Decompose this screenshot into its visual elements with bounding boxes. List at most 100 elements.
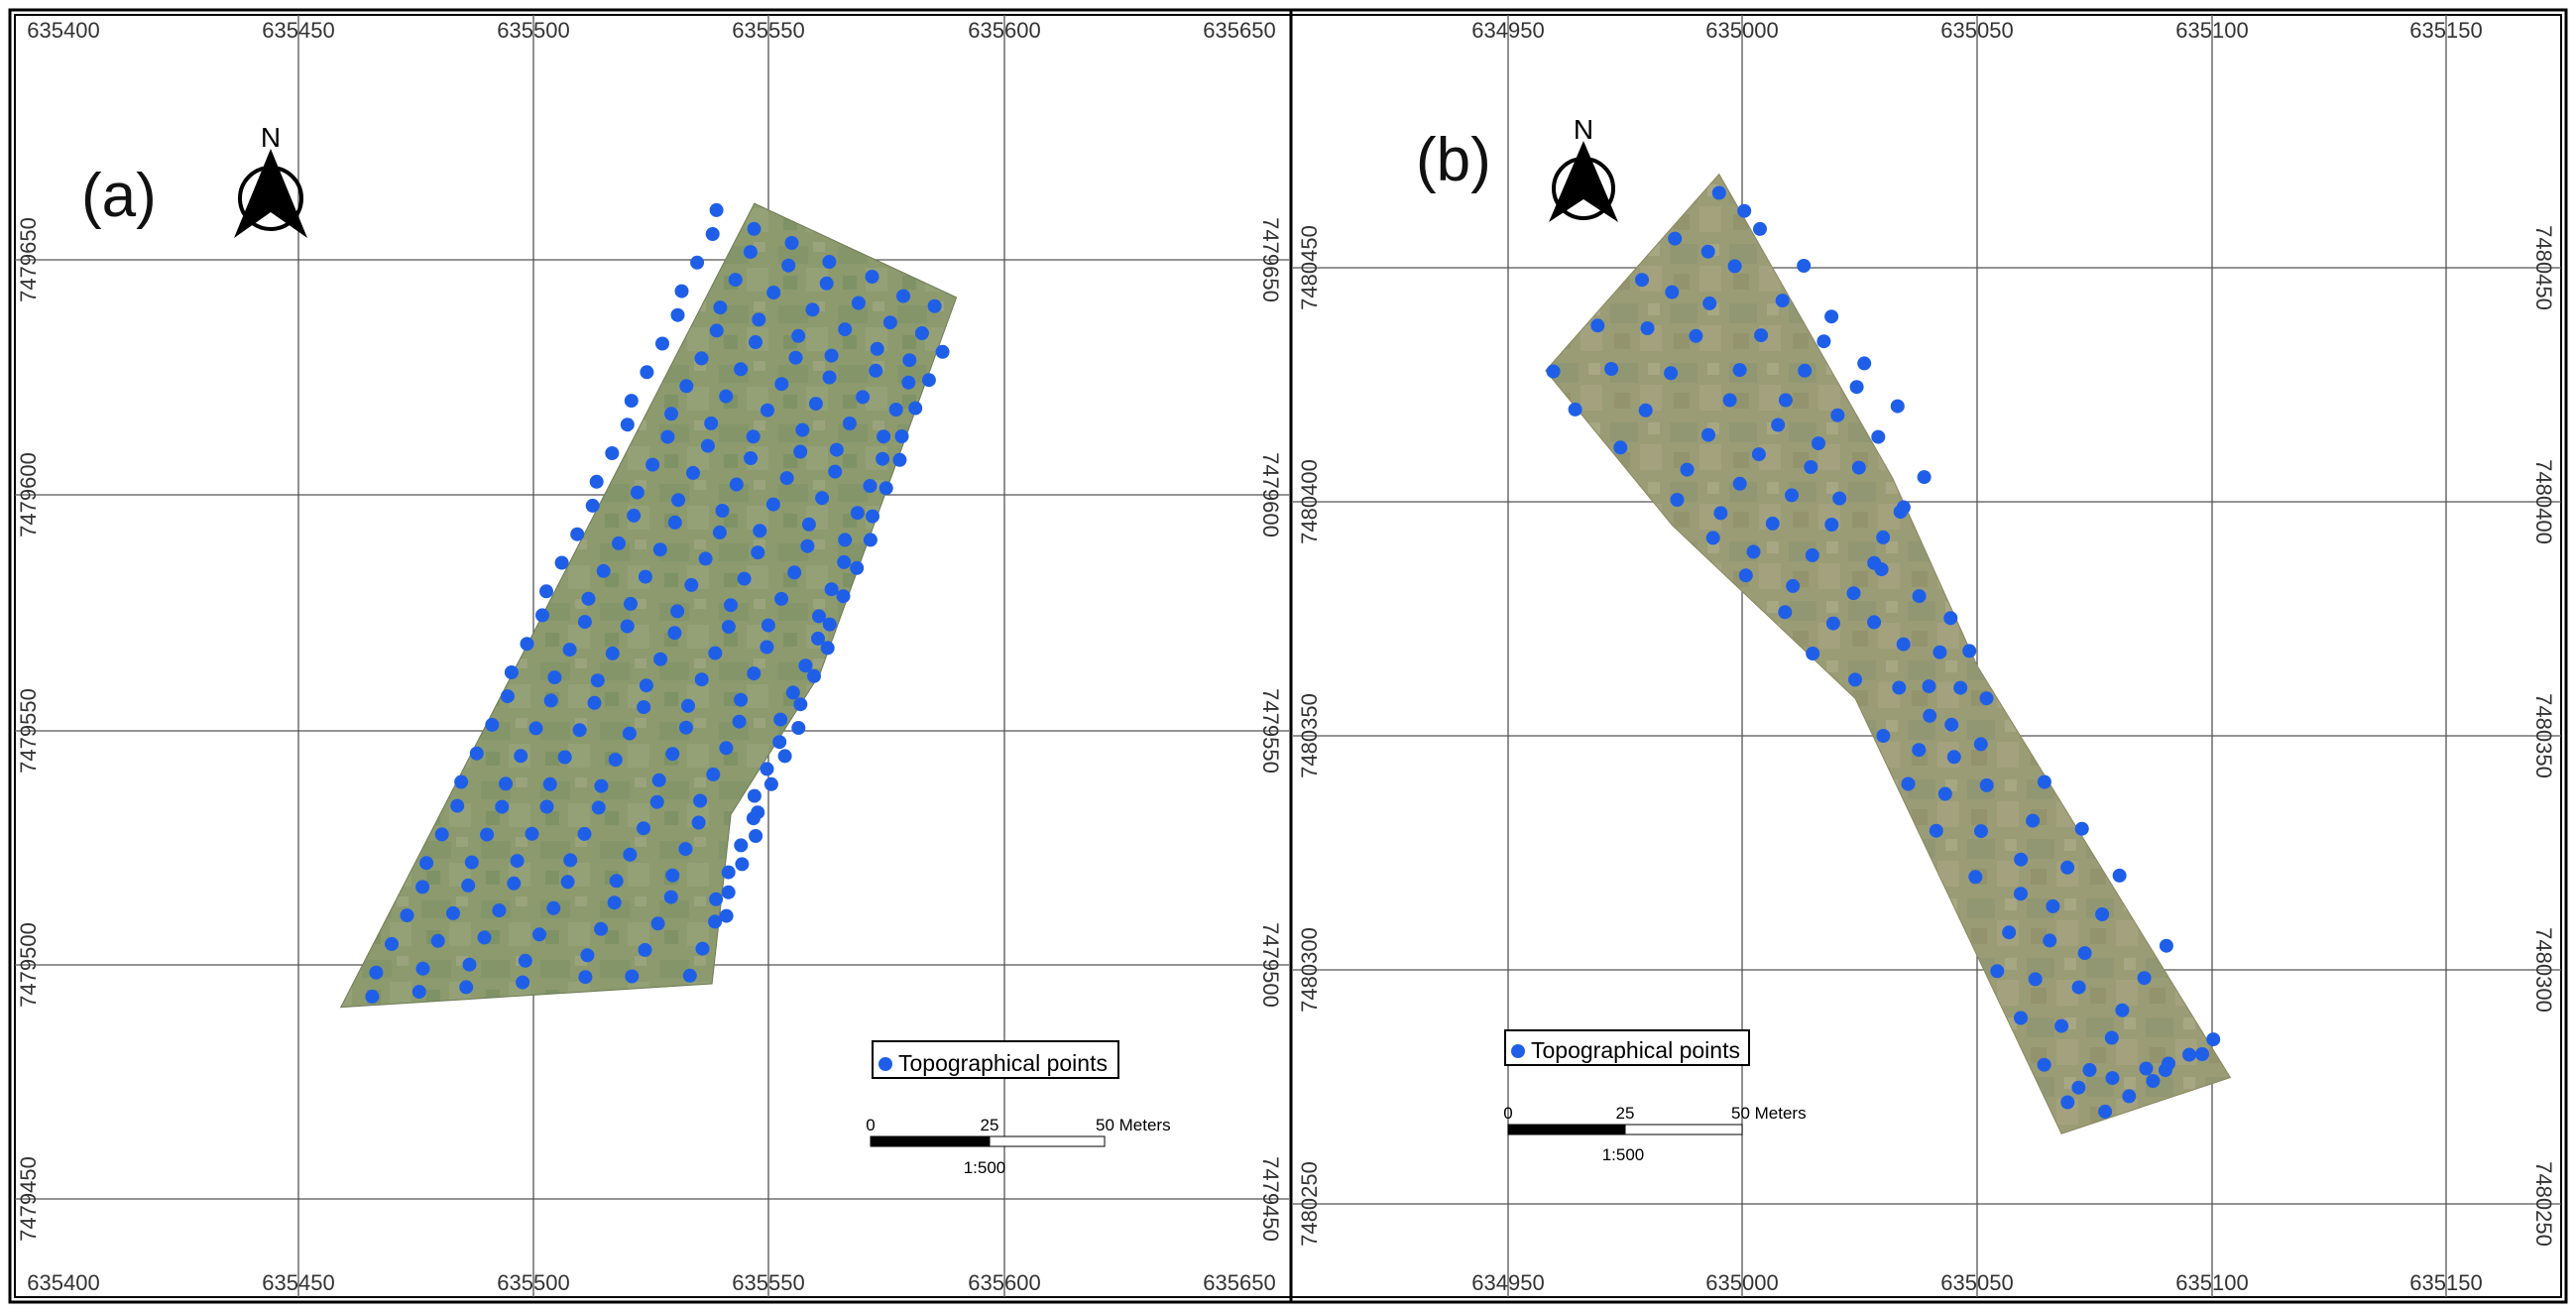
panel-a-x-ticks-top: 635400 635450 635500 635550 635600 63565…: [27, 18, 1275, 43]
topo-point: [836, 589, 851, 604]
topo-point: [2060, 1095, 2075, 1110]
topo-point: [578, 970, 593, 985]
topo-point: [1689, 328, 1703, 343]
topo-point: [1732, 476, 1747, 491]
topo-point: [1912, 743, 1927, 758]
tick-b-yr3: 7480300: [2531, 927, 2556, 1013]
panel-b-x-ticks-bottom: 634950 635000 635050 635100 635150: [1471, 1270, 2482, 1295]
topo-point: [709, 323, 724, 338]
topo-point: [901, 375, 916, 390]
panel-a: 635400 635450 635500 635550 635600 63565…: [15, 15, 1289, 1297]
topo-point: [670, 604, 685, 619]
tick-a-y4: 7479450: [16, 1156, 41, 1242]
topo-point: [1824, 309, 1839, 324]
topo-point: [1546, 364, 1561, 379]
topo-point: [773, 712, 788, 727]
topo-point: [1890, 399, 1905, 414]
topo-point: [704, 416, 719, 430]
topo-point: [690, 255, 705, 270]
topo-point: [1805, 547, 1819, 562]
topo-point: [1832, 491, 1847, 506]
tick-a-xb0: 635400: [27, 1270, 99, 1295]
tick-a-x2: 635500: [497, 18, 569, 43]
topo-point: [2014, 1011, 2028, 1025]
topo-point: [637, 821, 650, 836]
tick-b-y2: 7480350: [1297, 693, 1322, 778]
topo-point: [415, 880, 430, 895]
topo-point: [454, 775, 469, 789]
topo-point: [1604, 362, 1619, 376]
tick-b-x3: 635100: [2175, 18, 2248, 43]
topo-point: [812, 609, 826, 624]
tick-b-xb3: 635100: [2175, 1270, 2248, 1295]
topo-point: [446, 905, 460, 920]
topo-point: [2195, 1047, 2209, 1061]
topo-point: [570, 527, 585, 541]
topo-point: [1804, 460, 1818, 474]
topo-point: [842, 417, 857, 430]
topo-point: [706, 767, 721, 781]
topo-point: [1923, 708, 1937, 723]
topo-point: [596, 563, 611, 578]
legend-b: Topographical points: [1504, 1029, 1750, 1066]
topo-point: [651, 773, 666, 787]
topo-point: [605, 646, 620, 660]
topo-point: [2071, 980, 2086, 995]
topo-point: [719, 741, 734, 756]
tick-b-yr1: 7480400: [2531, 459, 2556, 544]
topo-point: [667, 626, 682, 641]
topo-point: [535, 608, 549, 623]
topo-point: [660, 429, 675, 444]
topo-point: [752, 312, 766, 327]
tick-b-x4: 635150: [2409, 18, 2482, 43]
tick-a-x3: 635550: [732, 18, 804, 43]
topo-point: [464, 855, 479, 870]
tick-a-x5: 635650: [1203, 18, 1275, 43]
topo-point: [591, 800, 606, 815]
topo-point: [719, 389, 734, 404]
tick-b-xb4: 635150: [2409, 1270, 2482, 1295]
legend-point-icon: [1511, 1044, 1525, 1058]
topo-point: [1727, 259, 1742, 274]
topo-point: [753, 524, 767, 538]
topo-point: [819, 276, 834, 291]
topo-point: [691, 815, 706, 830]
topo-point: [927, 298, 942, 313]
topo-point: [793, 697, 808, 712]
topo-point: [709, 892, 724, 906]
panel-b-x-ticks-top: 634950 635000 635050 635100 635150: [1471, 18, 2482, 43]
topo-point: [2104, 1030, 2119, 1045]
topo-point: [1874, 562, 1889, 577]
topo-point: [500, 689, 515, 704]
scale-b-zero: 0: [1503, 1104, 1512, 1123]
topo-point: [622, 726, 637, 741]
tick-a-y3: 7479500: [16, 922, 41, 1008]
panel-a-points: [365, 202, 950, 1004]
topo-point: [572, 723, 587, 738]
topo-point: [1979, 777, 1994, 792]
topo-point: [1751, 447, 1766, 462]
topo-point: [563, 853, 578, 868]
topo-point: [808, 397, 823, 412]
panel-b-points: [1546, 185, 2221, 1119]
panel-b-y-ticks-right: 7480450 7480400 7480350 7480300 7480250: [2531, 225, 2556, 1247]
topo-point: [623, 847, 638, 862]
topo-point: [562, 643, 577, 657]
topo-point: [694, 351, 709, 366]
topo-point: [1901, 776, 1916, 791]
topo-point: [2137, 971, 2152, 986]
tick-b-y4: 7480250: [1297, 1161, 1322, 1247]
tick-b-x1: 635000: [1705, 18, 1778, 43]
topo-point: [532, 927, 546, 942]
topo-point: [1929, 823, 1943, 838]
topo-point: [682, 968, 697, 983]
scale-b-end: 50 Meters: [1731, 1104, 1807, 1123]
topo-point: [365, 989, 380, 1004]
topo-point: [694, 672, 709, 687]
topo-point: [2054, 1018, 2069, 1033]
topo-point: [766, 286, 781, 299]
topo-point: [415, 961, 430, 976]
topo-point: [801, 517, 816, 532]
topo-point: [2112, 868, 2127, 883]
topo-point: [774, 591, 789, 606]
